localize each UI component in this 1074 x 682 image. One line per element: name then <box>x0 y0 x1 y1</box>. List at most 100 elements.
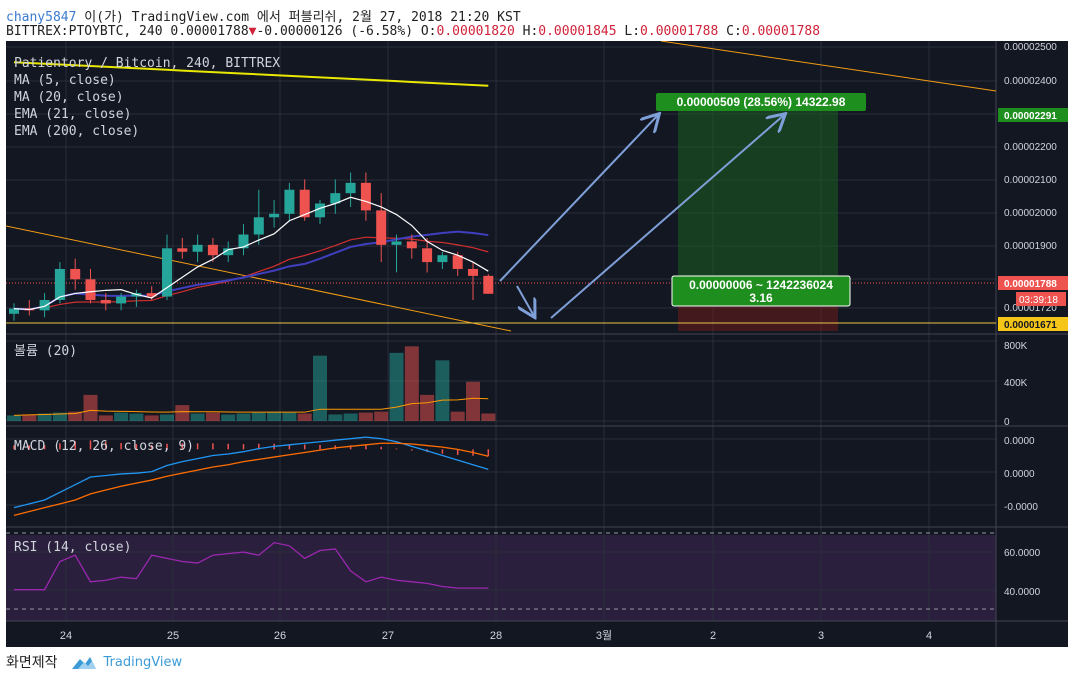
low-value: 0.00001788 <box>640 24 719 39</box>
author-link[interactable]: chany5847 <box>6 10 77 25</box>
volume-legend[interactable]: 볼륨 (20) <box>14 344 77 359</box>
low-label: L: <box>624 24 641 39</box>
rsi-line <box>14 541 489 591</box>
volume-bar <box>404 346 419 421</box>
time-tick: 28 <box>490 630 502 642</box>
volume-bar <box>481 413 496 421</box>
last-price-badge-text: 0.00001788 <box>1004 279 1057 290</box>
resistance-trendline[interactable] <box>660 41 997 92</box>
rsi-legend[interactable]: RSI (14, close) <box>14 540 131 555</box>
time-tick: 2 <box>710 630 716 642</box>
volume-bar <box>114 412 129 421</box>
down-arrow-icon: ▼ <box>248 24 257 39</box>
projection-arrows[interactable] <box>499 115 784 319</box>
candle-body <box>116 296 127 304</box>
volume-bar <box>83 394 98 421</box>
macd-legend[interactable]: MACD (12, 26, close, 9) <box>14 439 194 454</box>
volume-axis[interactable]: 800K 400K 0 <box>1004 341 1028 428</box>
volume-bar <box>175 405 190 421</box>
stop-label-line2: 3.16 <box>749 291 773 305</box>
rsi-tick: 40.0000 <box>1004 587 1041 598</box>
volume-bar <box>435 360 450 421</box>
publish-header: chany5847 이(가) TradingView.com 에서 퍼블리쉬, … <box>6 6 521 25</box>
open-value: 0.00001820 <box>436 24 515 39</box>
time-tick: 24 <box>60 630 72 642</box>
ma5-line <box>13 196 489 311</box>
close-value: 0.00001788 <box>741 24 821 39</box>
last-price: 0.00001788 <box>170 24 249 39</box>
legend-ema200[interactable]: EMA (200, close) <box>14 124 139 139</box>
ema200-path <box>13 61 489 87</box>
volume-bar <box>251 412 266 421</box>
candle-body <box>468 268 478 276</box>
volume-bar <box>374 411 389 421</box>
candle-body <box>253 217 264 235</box>
candle-body <box>406 241 417 249</box>
candle-body <box>452 255 463 269</box>
candle-body <box>238 234 249 249</box>
legend-ma20[interactable]: MA (20, close) <box>14 90 124 105</box>
countdown-badge <box>1016 292 1066 306</box>
volume-tick: 400K <box>1004 378 1028 389</box>
macd-tick: -0.0000 <box>1004 502 1038 513</box>
support-trendline[interactable] <box>6 225 512 332</box>
arrow-up-1[interactable] <box>499 115 658 282</box>
target-price-badge-text: 0.00002291 <box>1004 111 1057 122</box>
arrow-up-2[interactable] <box>550 115 784 319</box>
candle-body <box>269 213 280 218</box>
legend: Patientory / Bitcoin, 240, BITTREX MA (5… <box>14 56 280 139</box>
signal-line <box>13 442 489 516</box>
price-axis[interactable]: 0.00002500 0.00002400 0.00002200 0.00002… <box>1004 42 1057 314</box>
chart-canvas[interactable]: 0.00000509 (28.56%) 14322.98 0.00000006 … <box>6 41 1068 647</box>
high-value: 0.00001845 <box>538 24 617 39</box>
publish-info: 이(가) TradingView.com 에서 퍼블리쉬, 2월 27, 201… <box>84 10 521 25</box>
volume-bar <box>267 411 282 421</box>
volume-tick: 800K <box>1004 341 1028 352</box>
candle-body <box>177 248 188 252</box>
target-label: 0.00000509 (28.56%) 14322.98 <box>677 95 846 109</box>
candle-body <box>39 299 50 311</box>
volume-bar <box>466 381 480 421</box>
volume-bar <box>37 413 52 421</box>
candle-body <box>192 244 203 252</box>
rsi-axis[interactable]: 60.0000 40.0000 <box>1004 548 1041 598</box>
time-tick: 25 <box>167 630 179 642</box>
legend-ma5[interactable]: MA (5, close) <box>14 73 116 88</box>
candle-body <box>70 268 81 280</box>
support-price-badge-text: 0.00001671 <box>1004 320 1057 331</box>
rsi-tick: 60.0000 <box>1004 548 1041 559</box>
volume-bar <box>282 412 297 421</box>
time-tick: 27 <box>382 630 394 642</box>
target-zone[interactable] <box>678 109 838 281</box>
ma5-path <box>13 196 489 311</box>
ema21-line <box>13 236 489 310</box>
volume-bar <box>389 352 404 421</box>
candle-body <box>9 308 19 314</box>
arrow-down[interactable] <box>516 285 534 316</box>
candle-body <box>299 189 310 218</box>
price-tick: 0.00001900 <box>1004 241 1057 252</box>
volume-bar <box>328 414 343 421</box>
macd-axis[interactable]: 0.0000 0.0000 -0.0000 <box>1004 436 1038 513</box>
candle-body <box>100 299 111 304</box>
close-label: C: <box>726 24 742 39</box>
legend-ema21[interactable]: EMA (21, close) <box>14 107 131 122</box>
time-axis[interactable]: 24 25 26 27 28 3월 2 3 4 <box>60 629 932 642</box>
target-label-bg <box>656 93 866 111</box>
price-tick: 0.00002100 <box>1004 175 1057 186</box>
volume-bar <box>297 413 312 421</box>
candle-body <box>54 268 65 300</box>
candle-body <box>146 293 157 297</box>
volume-bar <box>190 413 205 421</box>
stop-label-line1: 0.00000006 ~ 1242236024 <box>689 278 833 292</box>
volume-bar <box>7 415 21 421</box>
candle-body <box>207 244 218 256</box>
price-tick: 0.00001720 <box>1004 303 1057 314</box>
stop-label-bg <box>671 275 851 307</box>
volume-bar <box>144 415 159 421</box>
candle-body <box>345 182 356 194</box>
volume-ma-line <box>13 397 489 416</box>
tradingview-brand[interactable]: TradingView <box>103 654 183 670</box>
symbol-header: BITTREX:PTOYBTC, 240 0.00001788▼-0.00000… <box>6 24 820 39</box>
macd-line <box>13 436 489 509</box>
